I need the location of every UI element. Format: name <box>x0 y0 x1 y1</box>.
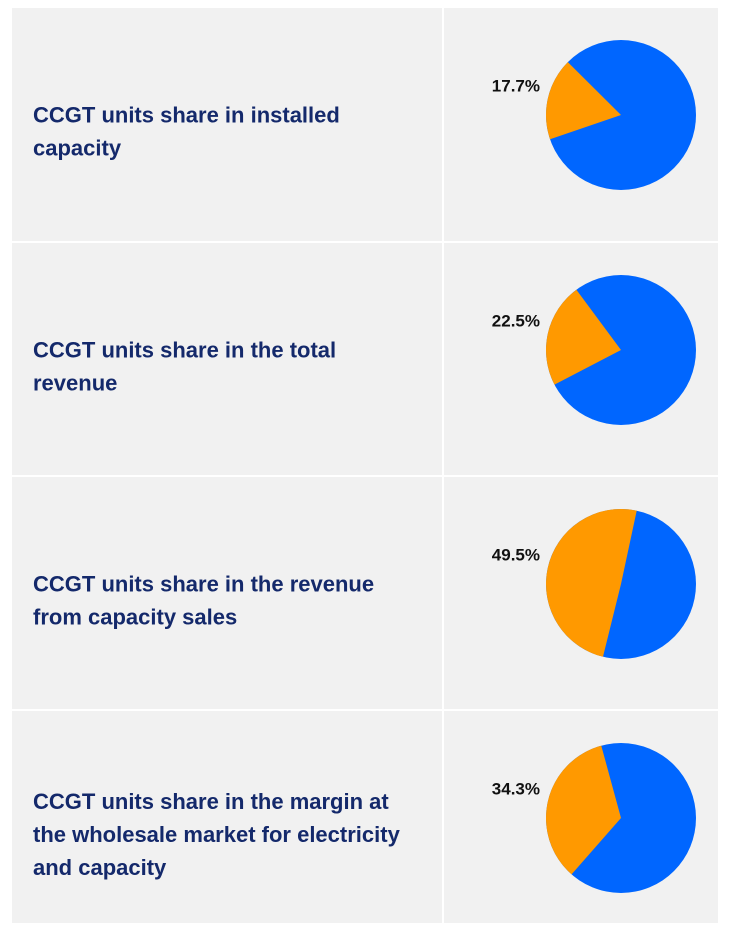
row-label: and capacity <box>33 855 167 880</box>
label-cell <box>12 8 442 241</box>
pie-slice <box>545 289 621 385</box>
slice-label: 17.7% <box>492 76 540 95</box>
label-cell <box>12 477 442 709</box>
slice-label: 49.5% <box>492 545 540 564</box>
row-label: revenue <box>33 370 117 395</box>
row-label: CCGT units share in the margin at <box>33 789 389 814</box>
pie-slice <box>546 62 621 140</box>
slice-label: 22.5% <box>492 311 540 330</box>
row-label: CCGT units share in the revenue <box>33 571 374 596</box>
row-label: from capacity sales <box>33 604 237 629</box>
row-label: capacity <box>33 135 122 160</box>
slice-label: 34.3% <box>492 779 540 798</box>
row-label: CCGT units share in installed <box>33 102 340 127</box>
pie-slice <box>546 509 637 657</box>
row-label: CCGT units share in the total <box>33 337 336 362</box>
label-cell <box>12 243 442 475</box>
pie-slice <box>546 745 621 875</box>
label-cell <box>12 711 442 923</box>
row-label: the wholesale market for electricity <box>33 822 401 847</box>
